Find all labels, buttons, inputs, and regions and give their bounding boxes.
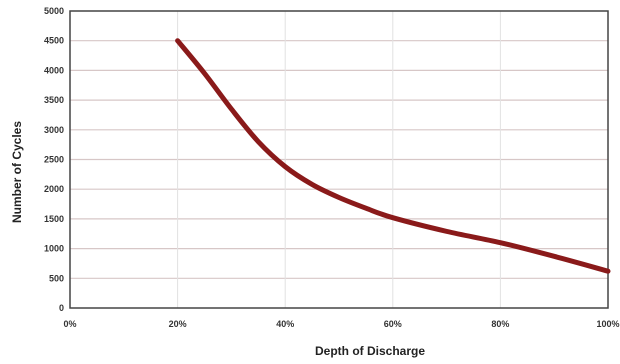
y-tick-label: 4500 bbox=[44, 36, 64, 46]
y-axis-ticks: 0 500 1000 1500 2000 2500 3000 3500 4000 4500 5000 bbox=[44, 6, 64, 313]
x-axis-ticks: 0% 20% 40% 60% 80% 100% bbox=[63, 319, 619, 329]
series-group bbox=[175, 38, 611, 274]
y-tick-label: 4000 bbox=[44, 65, 64, 75]
gridlines bbox=[70, 11, 608, 308]
series-line bbox=[175, 38, 611, 274]
x-tick-label: 60% bbox=[384, 319, 402, 329]
y-tick-label: 5000 bbox=[44, 6, 64, 16]
x-tick-label: 0% bbox=[63, 319, 76, 329]
x-tick-label: 40% bbox=[276, 319, 294, 329]
y-tick-label: 1000 bbox=[44, 244, 64, 254]
y-tick-label: 0 bbox=[59, 303, 64, 313]
x-tick-label: 20% bbox=[169, 319, 187, 329]
x-tick-label: 100% bbox=[596, 319, 619, 329]
x-axis-title: Depth of Discharge bbox=[315, 344, 425, 358]
y-tick-label: 3000 bbox=[44, 125, 64, 135]
plot-area-border bbox=[69, 10, 609, 309]
y-axis-title: Number of Cycles bbox=[10, 121, 24, 223]
y-tick-label: 2500 bbox=[44, 155, 64, 165]
y-tick-label: 2000 bbox=[44, 184, 64, 194]
y-tick-label: 3500 bbox=[44, 95, 64, 105]
x-tick-label: 80% bbox=[491, 319, 509, 329]
y-tick-label: 500 bbox=[49, 273, 64, 283]
y-tick-label: 1500 bbox=[44, 214, 64, 224]
